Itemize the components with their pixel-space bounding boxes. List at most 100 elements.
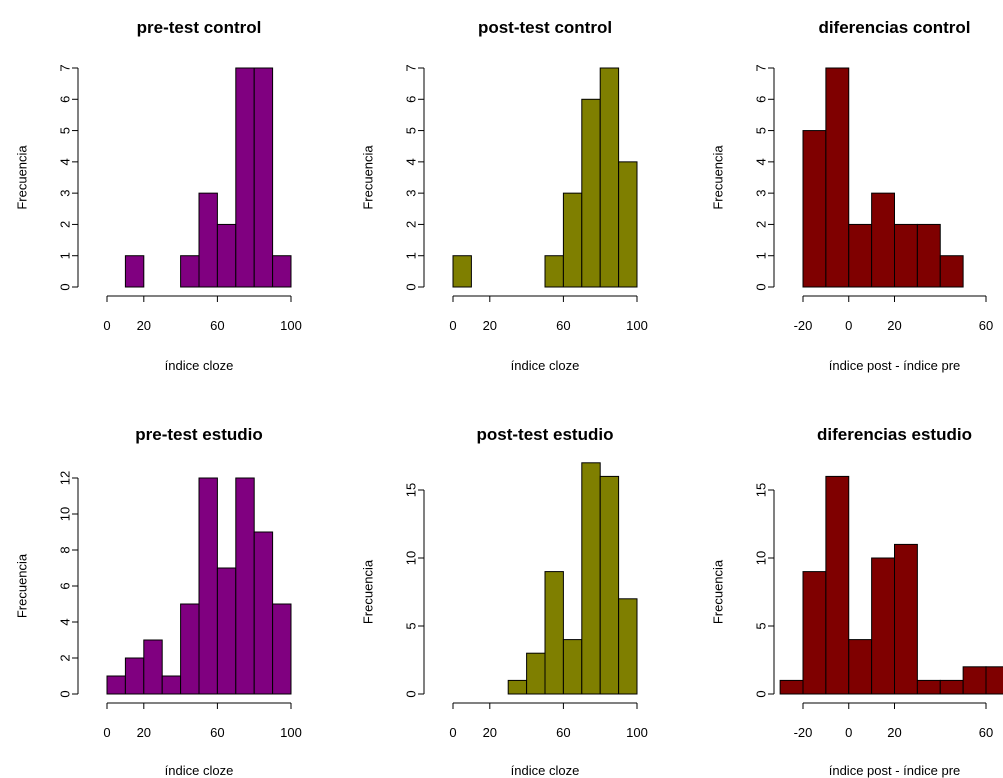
y-tick-label: 3: [404, 190, 419, 197]
histogram-bar: [916, 679, 941, 695]
histogram-bar: [216, 223, 237, 288]
histogram-bar: [143, 639, 163, 695]
histogram-bar: [779, 679, 804, 695]
histogram-bar: [916, 223, 941, 288]
x-tick-label: 0: [449, 725, 456, 740]
histogram-bar: [871, 557, 895, 695]
histogram-bar: [599, 67, 620, 288]
histogram-bar: [507, 679, 528, 695]
y-tick-label: 4: [404, 158, 419, 165]
histogram-bar: [198, 192, 218, 288]
y-tick-label: 5: [404, 127, 419, 134]
y-tick-label: 6: [404, 96, 419, 103]
x-tick-label: 60: [210, 725, 224, 740]
histogram-bar: [825, 67, 850, 288]
chart-panel: post-test estudio 0 20 60 100 0 5 10 15 índice cl…: [361, 425, 648, 778]
y-tick-label: 15: [754, 483, 769, 497]
x-tick-label: 20: [137, 725, 151, 740]
chart-panel: diferencias estudio -20 0 20 60 0 5 10 15 índice …: [711, 425, 1003, 778]
y-tick-label: 15: [404, 483, 419, 497]
y-tick-label: 0: [754, 283, 769, 290]
histogram-bar: [161, 675, 182, 695]
y-tick-label: 0: [404, 690, 419, 697]
histogram-bar: [894, 223, 918, 288]
chart-panel: diferencias control -20 0 20 60 0 1 2 3 4 5 6 7 índic…: [711, 18, 994, 373]
y-tick-label: 1: [404, 252, 419, 259]
x-axis-label: índice post - índice pre: [829, 763, 961, 778]
x-tick-label: 60: [979, 318, 993, 333]
histogram-bar: [253, 67, 274, 288]
histogram-bar: [272, 255, 292, 288]
histogram-bar: [124, 657, 145, 695]
x-tick-label: 60: [556, 725, 570, 740]
y-tick-label: 3: [754, 190, 769, 197]
histogram-bar: [939, 255, 964, 288]
histogram-bar: [180, 255, 200, 288]
x-tick-label: 0: [449, 318, 456, 333]
chart-title: post-test estudio: [477, 425, 614, 444]
x-axis-label: índice cloze: [165, 763, 234, 778]
histogram-bar: [825, 475, 850, 695]
histogram-bar: [581, 98, 601, 288]
x-axis-label: índice cloze: [511, 358, 580, 373]
histogram-bar: [216, 567, 237, 695]
y-tick-label: 0: [404, 283, 419, 290]
chart-title: diferencias control: [818, 18, 970, 37]
y-tick-label: 10: [404, 551, 419, 565]
y-tick-label: 4: [58, 618, 73, 625]
chart-title: post-test control: [478, 18, 612, 37]
x-tick-label: 100: [626, 318, 648, 333]
y-tick-label: 6: [754, 96, 769, 103]
y-tick-label: 10: [754, 551, 769, 565]
y-tick-label: 5: [58, 127, 73, 134]
histogram-bar: [452, 255, 472, 288]
y-tick-label: 2: [404, 221, 419, 228]
histogram-bar: [198, 477, 218, 695]
histogram-bar: [802, 571, 827, 695]
y-tick-label: 0: [58, 690, 73, 697]
x-tick-label: -20: [794, 318, 813, 333]
y-axis-label: Frecuencia: [711, 559, 726, 624]
histogram-bar: [848, 639, 873, 695]
histogram-bar: [562, 639, 583, 695]
y-axis-label: Frecuencia: [361, 559, 376, 624]
y-tick-label: 0: [754, 690, 769, 697]
x-tick-label: 20: [483, 318, 497, 333]
y-tick-label: 12: [58, 471, 73, 485]
y-tick-label: 7: [754, 64, 769, 71]
y-tick-label: 8: [58, 546, 73, 553]
x-tick-label: 100: [626, 725, 648, 740]
histogram-bar: [581, 462, 601, 695]
x-tick-label: 100: [280, 318, 302, 333]
x-axis-label: índice cloze: [511, 763, 580, 778]
y-tick-label: 2: [754, 221, 769, 228]
x-tick-label: 0: [103, 725, 110, 740]
y-tick-label: 5: [404, 622, 419, 629]
x-tick-label: 60: [979, 725, 993, 740]
histogram-bar: [235, 477, 255, 695]
x-axis-label: índice post - índice pre: [829, 358, 961, 373]
y-tick-label: 6: [58, 582, 73, 589]
y-tick-label: 4: [58, 158, 73, 165]
chart-title: diferencias estudio: [817, 425, 972, 444]
histogram-bar: [544, 255, 564, 288]
histogram-bar: [180, 603, 200, 695]
y-tick-label: 0: [58, 283, 73, 290]
chart-panel: pre-test estudio 0 20 60 100 0 2 4 6 8 10 12 índice …: [15, 425, 302, 778]
histogram-bar: [544, 571, 564, 695]
chart-title: pre-test estudio: [135, 425, 263, 444]
chart-panel: pre-test control 0 20 60 100 0 1 2 3 4 5 6 7 índice c…: [15, 18, 302, 373]
x-tick-label: 20: [887, 318, 901, 333]
histogram-bar: [106, 675, 126, 695]
x-tick-label: -20: [794, 725, 813, 740]
histogram-bar: [235, 67, 255, 288]
y-tick-label: 7: [404, 64, 419, 71]
y-tick-label: 2: [58, 221, 73, 228]
x-tick-label: 0: [845, 318, 852, 333]
y-axis-label: Frecuencia: [711, 145, 726, 210]
y-tick-label: 6: [58, 96, 73, 103]
histogram-bar: [618, 598, 638, 695]
y-tick-label: 3: [58, 190, 73, 197]
x-tick-label: 20: [887, 725, 901, 740]
chart-title: pre-test control: [137, 18, 262, 37]
